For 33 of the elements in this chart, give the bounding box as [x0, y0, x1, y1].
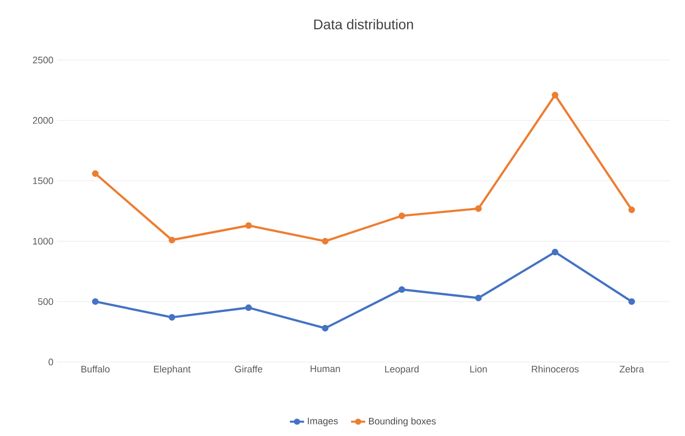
- y-tick-label: 2000: [32, 117, 54, 124]
- y-tick-label: 1500: [33, 177, 54, 184]
- y-tick-label: 1000: [33, 238, 54, 245]
- point: [245, 222, 252, 229]
- point: [322, 324, 328, 332]
- x-tick-label: Giraffe: [234, 366, 262, 372]
- point: [628, 298, 635, 305]
- chart-title: Data distribution: [314, 19, 413, 30]
- y-tick-label: 0: [48, 358, 54, 366]
- point: [628, 206, 635, 214]
- x-tick-label: Zebra: [620, 366, 644, 372]
- x-tick-label: Rhinoceros: [532, 366, 579, 372]
- point: [398, 212, 406, 220]
- point: [168, 314, 176, 321]
- point: [552, 248, 558, 256]
- point: [475, 294, 482, 302]
- y-tick-label: 500: [38, 298, 54, 305]
- x-tick-label: Buffalo: [81, 366, 110, 372]
- point: [475, 205, 482, 212]
- point: [552, 92, 558, 98]
- x-tick-label: Human: [310, 366, 340, 372]
- x-tick-label: Lion: [470, 366, 487, 372]
- point: [398, 286, 406, 293]
- legend-label: Images: [308, 418, 338, 426]
- point: [245, 304, 252, 311]
- point: [322, 238, 328, 244]
- legend-label: Bounding boxes: [369, 418, 436, 426]
- point: [168, 236, 176, 244]
- point: [92, 170, 99, 177]
- y-tick-label: 2500: [32, 56, 54, 64]
- x-tick-label: Leopard: [385, 366, 419, 374]
- point: [92, 298, 99, 305]
- x-tick-label: Elephant: [154, 366, 191, 374]
